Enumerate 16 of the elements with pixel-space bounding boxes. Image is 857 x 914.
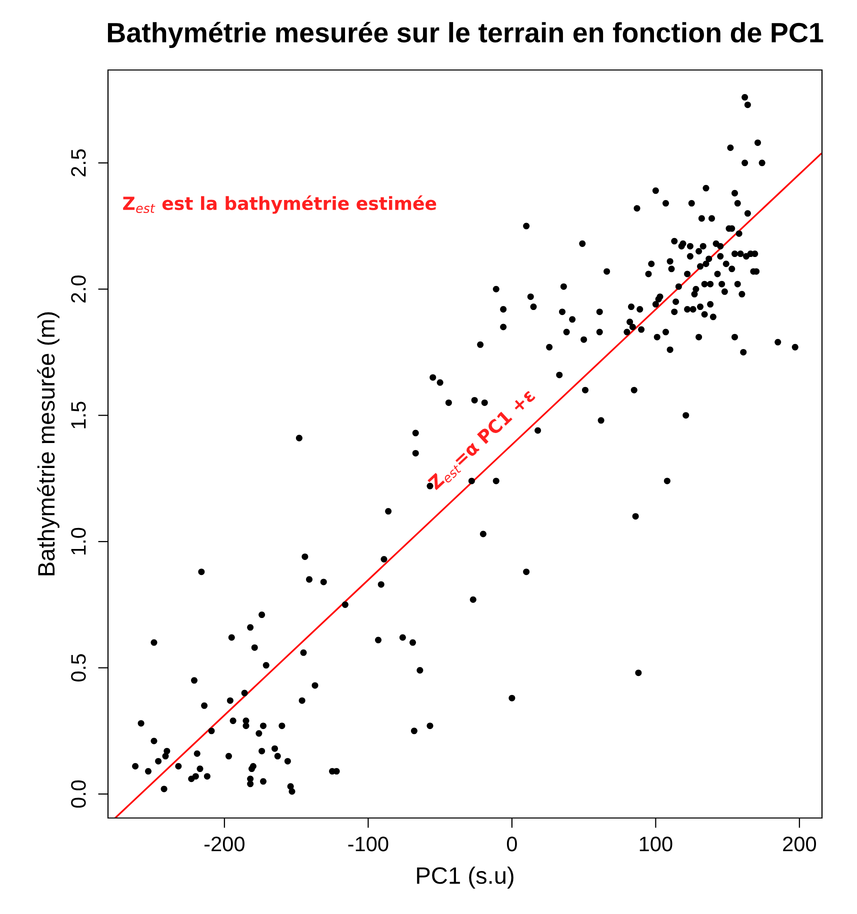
x-tick-label: 0 (506, 836, 517, 852)
y-tick-label: 2.5 (71, 149, 86, 176)
x-tick-label: 200 (783, 836, 816, 852)
y-tick-label: 1.0 (71, 528, 86, 554)
x-tick-label: 100 (640, 836, 672, 852)
x-tick-label: -200 (204, 836, 244, 852)
y-tick-label: 2.0 (71, 275, 86, 303)
annotation: Z$_{est}$ est la bathymétrie estimée (123, 195, 436, 214)
y-tick-label: 1.5 (71, 402, 86, 428)
y-axis-title: Bathymétrie mesurée (m) (37, 312, 60, 576)
y-tick-label: 0.0 (71, 780, 86, 808)
x-axis-title: PC1 (s.u) (417, 866, 514, 889)
chart-title: Bathymétrie mesurée sur le terrain en fonction de PC1 (108, 22, 824, 48)
y-tick-label: 0.5 (71, 654, 86, 682)
annotation: Z$_{est}$=α PC1 +ε (427, 388, 538, 492)
x-tick-label: -100 (348, 836, 388, 852)
